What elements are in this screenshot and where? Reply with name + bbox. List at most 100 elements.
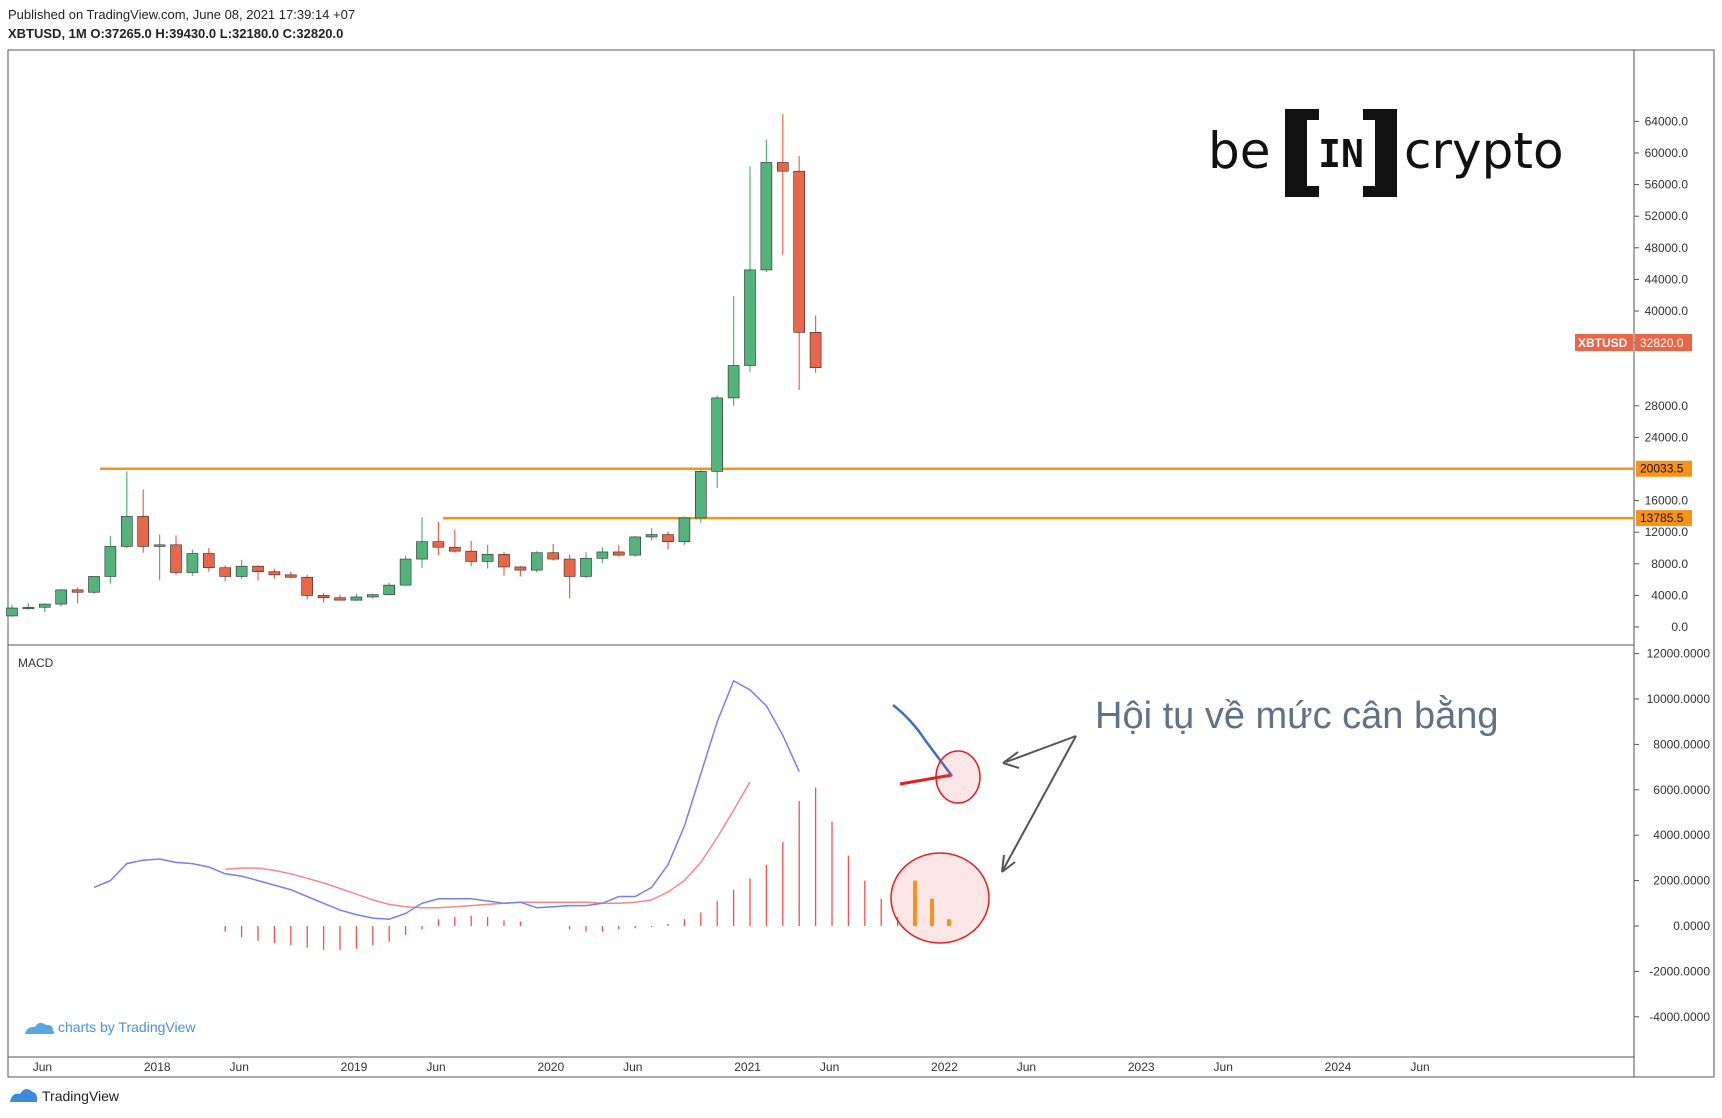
candle: [530, 551, 543, 573]
candle: [448, 529, 461, 553]
time-tick-label: Jun: [426, 1060, 445, 1074]
time-tick-label: Jun: [33, 1060, 52, 1074]
candle-body: [22, 606, 35, 610]
candle-body: [399, 558, 412, 586]
candle-body: [55, 589, 68, 605]
candle: [121, 471, 133, 548]
candle: [645, 528, 658, 541]
candle: [580, 551, 592, 579]
candle: [563, 554, 576, 599]
candle-body: [662, 534, 674, 542]
candle: [22, 603, 35, 610]
ohlc-high: H:39430.0: [155, 26, 217, 41]
candle-body: [776, 162, 789, 172]
ohlc-close: C:32820.0: [282, 26, 344, 41]
price-tag-value: 32820.0: [1640, 336, 1684, 350]
candle-body: [334, 597, 346, 601]
signal-extension-highlight: [899, 773, 953, 786]
candle: [809, 315, 822, 373]
macd-tick-label: -2000.0000: [1649, 964, 1710, 978]
price-tick-label: 24000.0: [1645, 430, 1689, 444]
outer-frame: [7, 49, 1715, 1078]
candle-body: [104, 546, 117, 577]
candle-body: [88, 576, 100, 593]
time-tick-label: Jun: [1017, 1060, 1036, 1074]
macd-tick-label: 2000.0000: [1653, 874, 1710, 888]
candle: [104, 536, 117, 584]
candle-body: [563, 558, 576, 577]
candle: [301, 574, 314, 600]
price-tick-label: 16000.0: [1645, 494, 1689, 508]
price-tag-symbol: XBTUSD: [1578, 336, 1628, 350]
candle: [465, 540, 478, 567]
published-caption: Published on TradingView.com, June 08, 2…: [8, 7, 356, 22]
convergence-circle: [935, 750, 981, 804]
candle: [776, 114, 789, 255]
candle: [514, 566, 527, 577]
candle: [170, 535, 182, 575]
candle-body: [416, 541, 428, 560]
candle-body: [170, 544, 182, 573]
candle-body: [809, 332, 822, 369]
price-tick-label: 48000.0: [1645, 241, 1689, 255]
candle: [498, 551, 510, 576]
footer: TradingView: [8, 1088, 119, 1104]
price-tick-label: 4000.0: [1651, 588, 1688, 602]
candle: [252, 565, 264, 581]
candle-body: [760, 162, 773, 271]
macd-tick-label: 12000.0000: [1647, 647, 1711, 661]
price-tag-value-bg: [1635, 334, 1692, 351]
candle-body: [71, 589, 84, 593]
candle-body: [744, 269, 756, 366]
candle: [203, 548, 215, 572]
price-tick-label: 0.0: [1671, 620, 1688, 634]
time-tick-label: 2022: [931, 1060, 958, 1074]
price-tick-label: 60000.0: [1645, 146, 1689, 160]
candle-body: [432, 541, 445, 548]
candle-body: [694, 471, 707, 519]
logo-be: be: [1208, 122, 1271, 180]
candle-body: [186, 553, 199, 573]
candle-body: [711, 397, 724, 472]
level-tag-bg: [1636, 510, 1692, 527]
candle-body: [727, 365, 740, 399]
candle-body: [481, 554, 494, 562]
candle-body: [448, 546, 461, 552]
time-tick-label: Jun: [820, 1060, 839, 1074]
candle-body: [383, 584, 396, 595]
candle-body: [252, 565, 264, 572]
candle: [694, 469, 707, 523]
price-tick-label: 52000.0: [1645, 209, 1689, 223]
candle-body: [121, 516, 133, 547]
annotation-arrow-lower: [1002, 735, 1077, 871]
macd-tick-label: 6000.0000: [1653, 783, 1710, 797]
candle-body: [514, 566, 527, 571]
signal-line: [225, 781, 751, 909]
time-tick-label: Jun: [1214, 1060, 1233, 1074]
candle-body: [645, 534, 658, 538]
candle: [6, 604, 18, 617]
level-tag-label: 20033.5: [1640, 462, 1684, 476]
candle: [662, 531, 674, 550]
candle: [137, 489, 149, 553]
candle-body: [137, 516, 149, 547]
macd-tick-label: 10000.0000: [1647, 692, 1711, 706]
candle-body: [6, 607, 18, 617]
time-tick-label: Jun: [1410, 1060, 1429, 1074]
time-tick-label: Jun: [623, 1060, 642, 1074]
time-tick-label: 2024: [1325, 1060, 1352, 1074]
candle-body: [547, 552, 560, 560]
symbol-timeframe: XBTUSD, 1M: [8, 26, 87, 41]
logo-in: IN: [1318, 132, 1364, 176]
footer-text: TradingView: [42, 1088, 120, 1104]
histogram-circle: [890, 852, 990, 944]
candle: [88, 576, 100, 594]
candle: [629, 536, 642, 557]
price-tick-label: 28000.0: [1645, 399, 1689, 413]
time-tick-label: 2020: [537, 1060, 564, 1074]
macd-panel-label: MACD: [18, 656, 54, 670]
candle-body: [317, 595, 330, 599]
candle: [432, 521, 445, 556]
macd-line: [93, 679, 800, 920]
